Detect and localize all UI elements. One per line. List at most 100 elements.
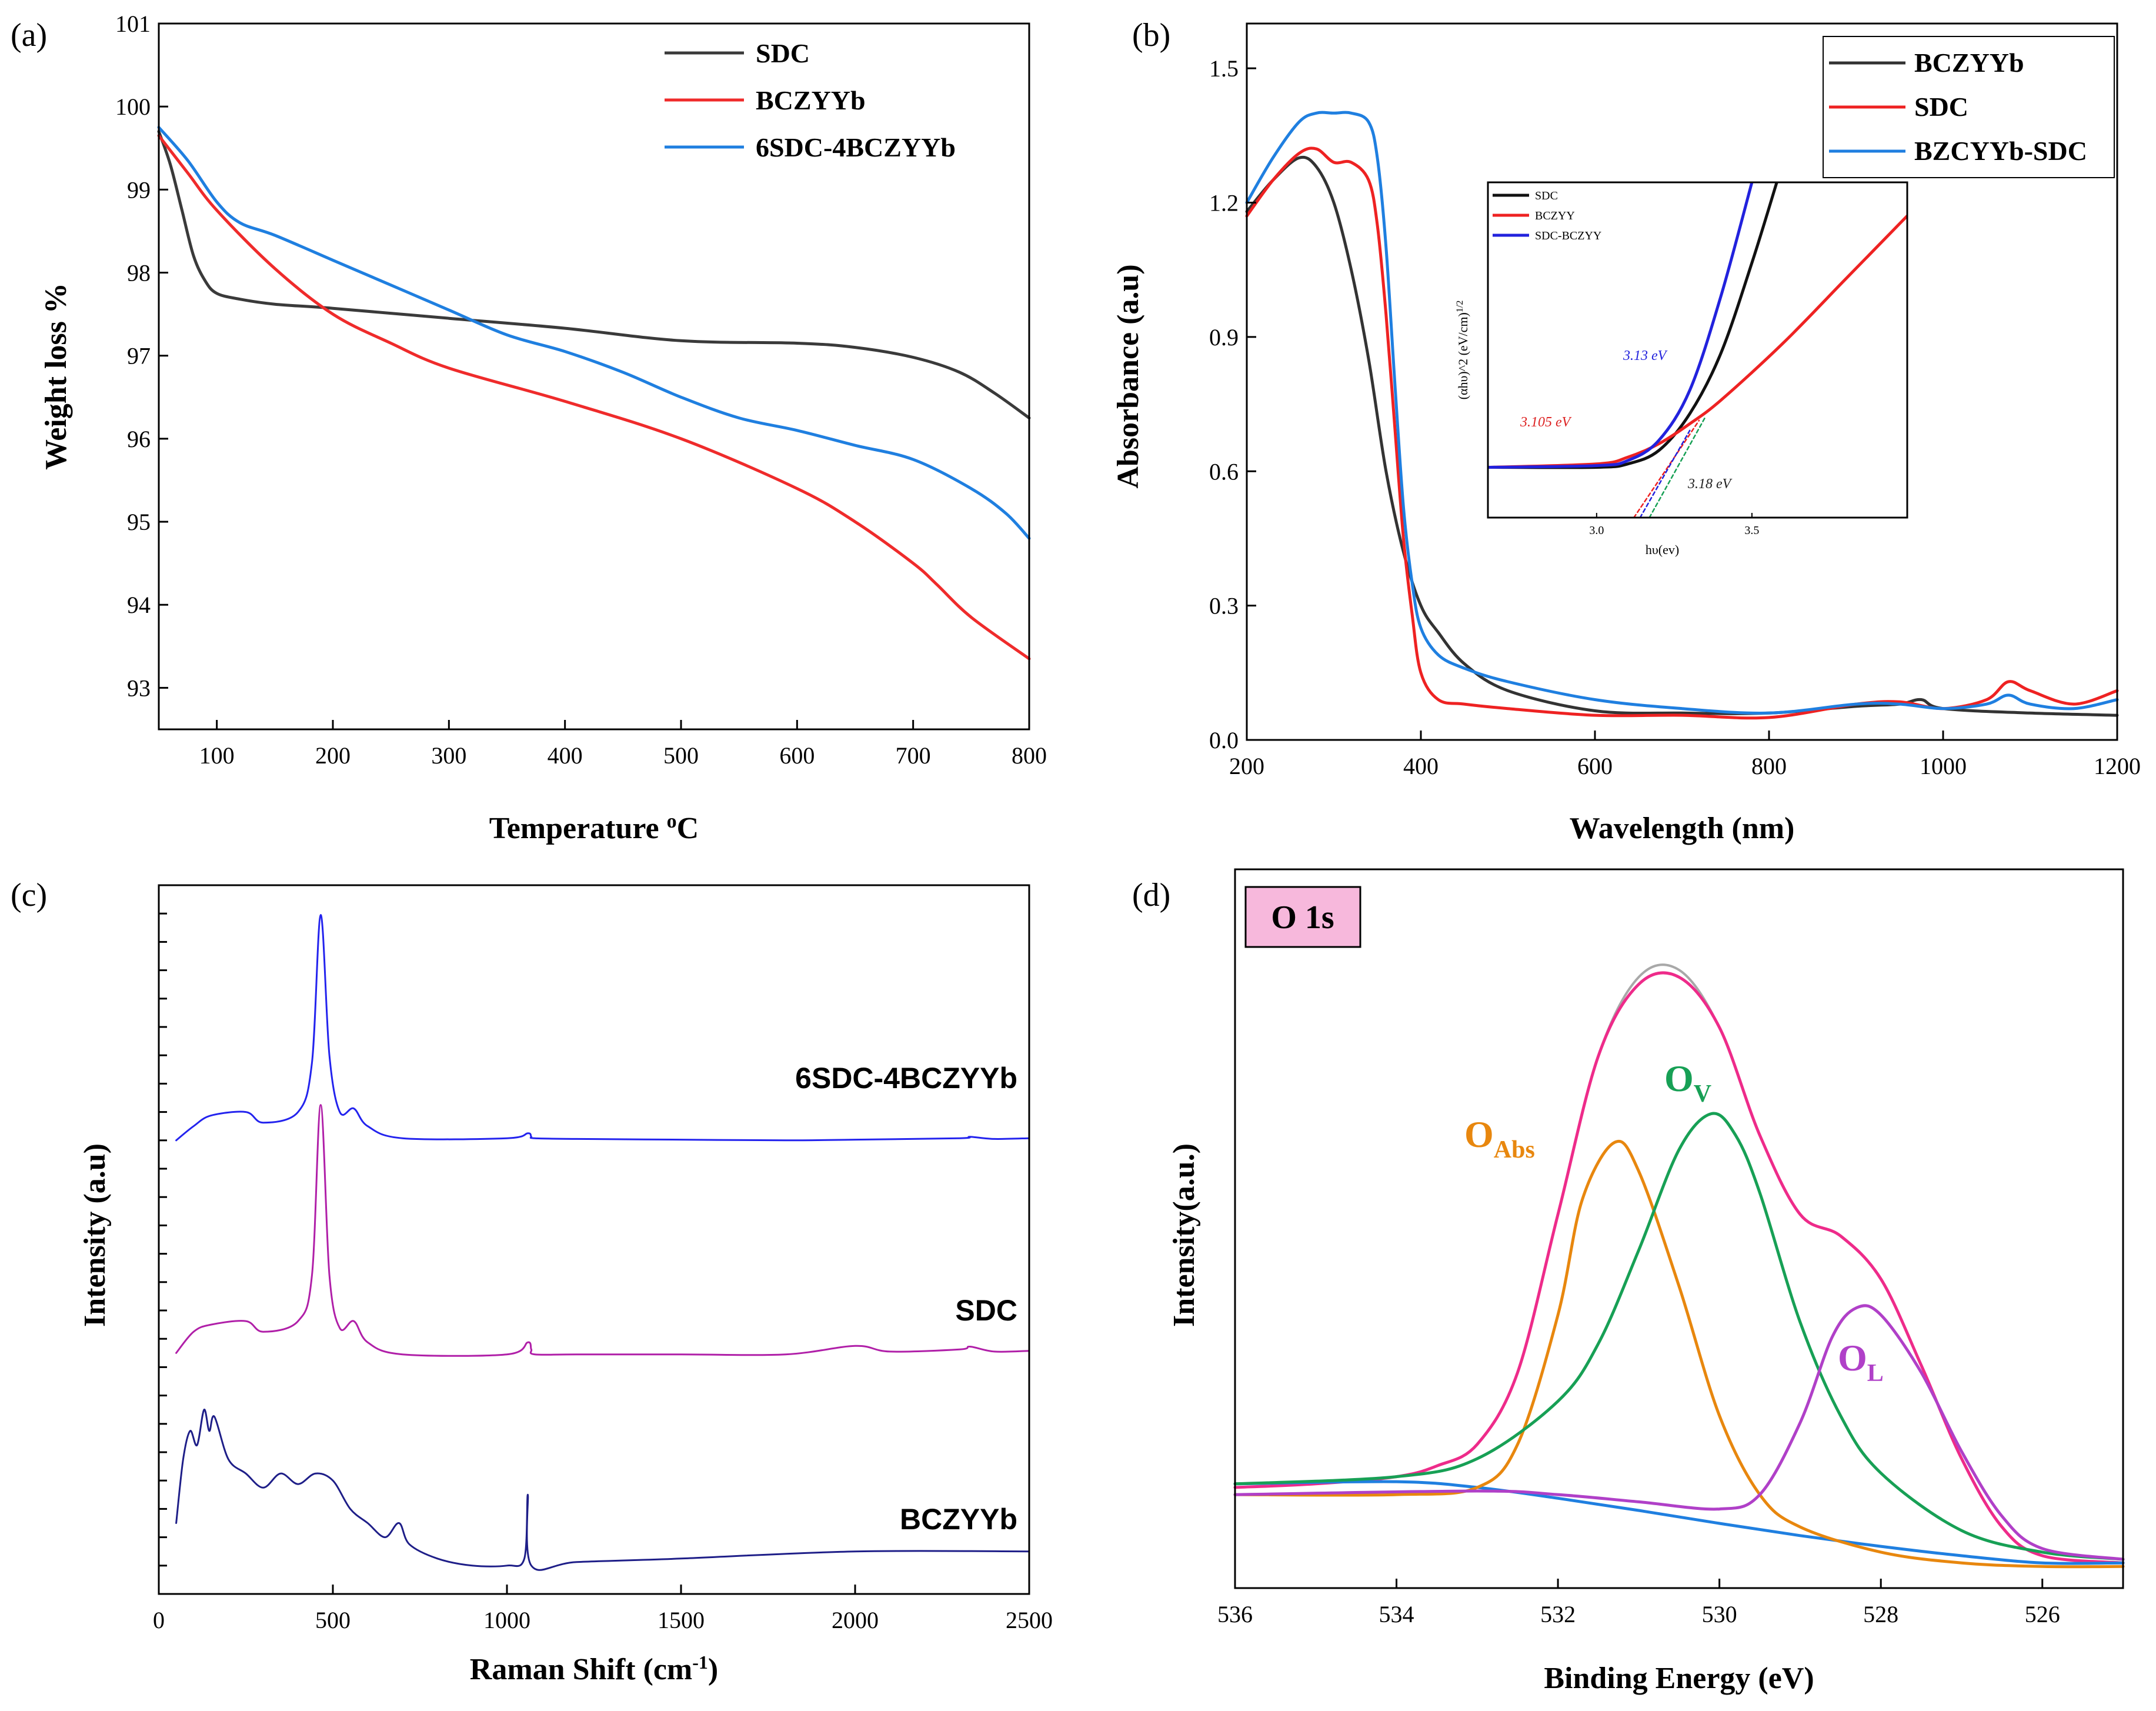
y-axis-label-d: Intensity(a.u.)	[1167, 1143, 1201, 1327]
x-axis-d-tick-label: 536	[1217, 1601, 1253, 1627]
y-axis-a-tick-label: 96	[127, 426, 151, 452]
plot-frame-b	[1246, 22, 2118, 741]
panel-a-weight-loss: (a) 100 200 300 400 500 600 700 800 93 94 95 96 97 98 9…	[11, 11, 1047, 845]
inset-tangent-blue	[1639, 429, 1691, 518]
x-axis-c-tick-label: 1500	[658, 1607, 705, 1633]
curve-label-6sdc-4bczyyb: 6SDC-4BCZYYb	[795, 1062, 1017, 1095]
x-axis-label-a-unit: C	[677, 812, 699, 845]
inset-legend-label: SDC-BCZYY	[1535, 229, 1601, 242]
x-axis-a-tick-label: 300	[431, 742, 466, 769]
inset-series-sdc-bczyy	[1488, 182, 1754, 469]
y-axis-b-tick-label: 0.6	[1209, 458, 1239, 485]
series-line-o_v	[1233, 1112, 2125, 1561]
inset-frame	[1487, 181, 1908, 519]
y-axis-label-b: Absorbance (a.u)	[1112, 264, 1145, 488]
x-axis-label-b: Wavelength (nm)	[1570, 812, 1795, 845]
y-axis-b-tick-label: 0.3	[1209, 593, 1239, 619]
legend-label-bczyyb: BCZYYb	[756, 85, 866, 115]
x-axis-d-tick-label: 528	[1863, 1601, 1898, 1627]
x-axis-label-c-end: )	[708, 1653, 718, 1686]
peak-label-sub-v: V	[1694, 1080, 1711, 1108]
series-line-o_l	[1233, 1304, 2125, 1561]
x-axis-c-tick-label: 0	[153, 1607, 165, 1633]
legend-label-b-sdc: SDC	[1914, 92, 1968, 122]
x-axis-label-c: Raman Shift (cm-1)	[470, 1652, 718, 1686]
y-axis-b-tick-label: 1.5	[1209, 55, 1239, 82]
plot-frame-d	[1234, 868, 2124, 1589]
inset-x-tick-label: 3.0	[1589, 524, 1604, 537]
peak-label-o-v: OV	[1664, 1058, 1711, 1108]
x-axis-label-d: Binding Energy (eV)	[1544, 1662, 1814, 1695]
inset-series-sdc	[1488, 182, 1778, 469]
plot-frame-c	[158, 884, 1030, 1595]
inset-background	[1488, 182, 1907, 518]
inset-annotation: 3.105 eV	[1520, 415, 1572, 430]
panel-c-raman: (c) 0 500 1000 1500 2000 2500 Raman Shift (cm-1…	[11, 877, 1053, 1686]
y-axis-a-tick-label: 94	[127, 592, 151, 618]
inset-legend-label: BCZYY	[1535, 209, 1575, 222]
series-line-sdc	[175, 1104, 1030, 1357]
x-axis-d-tick-label: 534	[1379, 1601, 1414, 1627]
x-axis-a-tick-label: 800	[1012, 742, 1047, 769]
y-axis-a-tick-label: 100	[115, 94, 151, 120]
legend-label-b-bzcyyb-sdc: BZCYYb-SDC	[1914, 136, 2087, 166]
y-axis-b-tick-label: 0.9	[1209, 324, 1239, 351]
legend-label-b-bczyyb: BCZYYb	[1914, 48, 2024, 78]
inset-legend-label: SDC	[1535, 189, 1558, 202]
series-line-background	[1233, 1480, 2125, 1565]
panel-label-b: (b)	[1132, 17, 1170, 54]
inset-annotation: 3.13 eV	[1623, 348, 1668, 363]
x-axis-b-tick-label: 200	[1229, 753, 1264, 779]
legend-label-6sdc-4bczyyb: 6SDC-4BCZYYb	[756, 132, 956, 162]
peak-label-sub-abs: Abs	[1494, 1136, 1535, 1163]
x-axis-d-tick-label: 532	[1540, 1601, 1576, 1627]
series-line-bczyyb	[1245, 155, 2119, 717]
series-line-bczyyb	[175, 1409, 1030, 1571]
x-axis-a-tick-label: 100	[199, 742, 235, 769]
series-line-envelope	[1233, 971, 2125, 1565]
x-axis-a-tick-label: 200	[315, 742, 351, 769]
inset-y-label: (αhυ)^2 (eV/cm)1/2	[1455, 301, 1470, 400]
x-axis-b-tick-label: 400	[1403, 753, 1439, 779]
x-axis-a-tick-label: 400	[548, 742, 583, 769]
y-axis-a-tick-label: 99	[127, 176, 151, 203]
x-axis-b-tick-label: 1000	[1920, 753, 1967, 779]
series-line-bczyyb	[157, 134, 1031, 661]
inset-series-bczyy	[1488, 214, 1907, 469]
x-axis-label-a: Temperature oC	[489, 811, 699, 845]
curve-label-sdc: SDC	[955, 1294, 1017, 1327]
panel-b-absorbance: (b) 200 400 600 800 1000 1200 0.0 0.3 0.6 0.9 1.2 1.…	[1112, 17, 2141, 845]
y-axis-a-tick-label: 97	[127, 343, 151, 369]
peak-label-sub-l: L	[1867, 1360, 1884, 1387]
x-axis-a-tick-label: 700	[896, 742, 931, 769]
x-axis-c-tick-label: 500	[315, 1607, 351, 1633]
series-line-bzcyyb-sdc	[1245, 111, 2119, 715]
panel-label-d: (d)	[1132, 877, 1170, 913]
panel-label-a: (a)	[11, 17, 47, 54]
plot-frame-a	[158, 22, 1030, 731]
inset-plot-area	[1488, 182, 1907, 518]
inset-y-label-sup: 1/2	[1455, 301, 1465, 312]
x-axis-b-tick-label: 800	[1751, 753, 1787, 779]
inset-tangent-red	[1633, 419, 1700, 518]
y-axis-a-tick-label: 93	[127, 675, 151, 701]
panel-label-c: (c)	[11, 877, 47, 913]
series-line-6sdc-4bczyyb	[157, 126, 1031, 540]
inset-x-tick-label: 3.5	[1744, 524, 1759, 537]
inset-x-label: hυ(ev)	[1646, 542, 1679, 557]
y-axis-b-tick-label: 0.0	[1209, 727, 1239, 753]
x-axis-label-c-sup: -1	[692, 1652, 708, 1673]
x-axis-c-tick-label: 2000	[832, 1607, 879, 1633]
o1s-badge-label: O 1s	[1271, 899, 1334, 936]
y-axis-a-tick-label: 101	[115, 11, 151, 37]
y-axis-a-tick-label: 95	[127, 509, 151, 535]
x-axis-a-tick-label: 500	[663, 742, 699, 769]
peak-label-o-abs: OAbs	[1464, 1113, 1535, 1163]
x-axis-a-tick-label: 600	[779, 742, 815, 769]
inset-tangent-green	[1648, 416, 1706, 518]
x-axis-d-tick-label: 530	[1702, 1601, 1737, 1627]
inset-annotation: 3.18 eV	[1687, 476, 1733, 492]
panel-d-xps-o1s: (d) 536 534 532 530 528 526 Binding Energy (eV)…	[1132, 868, 2125, 1695]
o1s-badge-box	[1244, 886, 1361, 948]
